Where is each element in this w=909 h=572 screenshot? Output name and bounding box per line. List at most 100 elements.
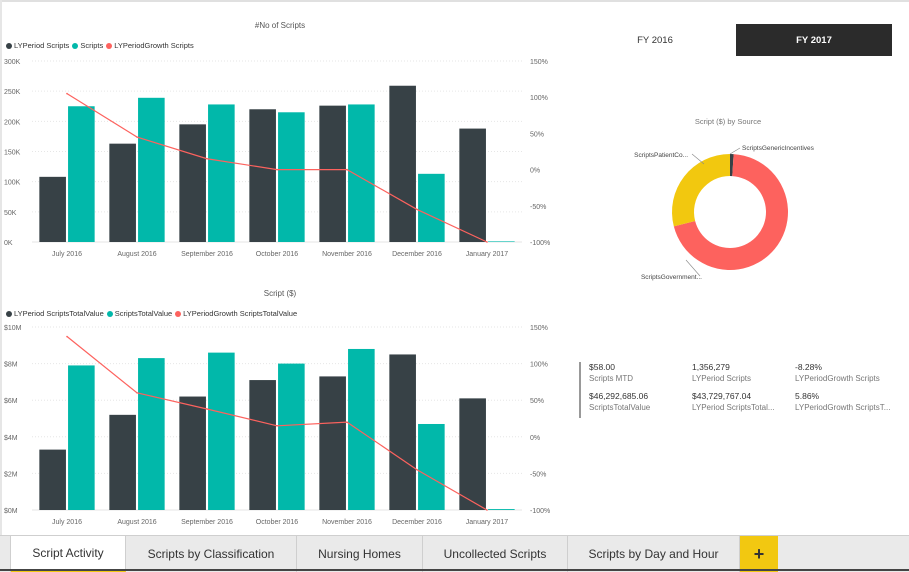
donut-leader-line xyxy=(685,259,701,277)
legend-label: LYPeriodGrowth Scripts xyxy=(114,41,194,50)
bar-current xyxy=(138,97,165,242)
growth-point xyxy=(346,168,348,171)
y2-axis-tick-label: 0% xyxy=(530,435,540,442)
bar-lyperiod xyxy=(389,354,416,510)
y-axis-tick-label: 100K xyxy=(4,180,21,187)
y2-axis-tick-label: -50% xyxy=(530,204,546,211)
legend-dot xyxy=(106,42,113,49)
kpi-label: LYPeriod Scripts xyxy=(692,374,751,383)
bar-current xyxy=(208,104,235,242)
legend-dot xyxy=(106,310,113,317)
growth-point xyxy=(136,136,138,138)
fy2017-button[interactable]: FY 2017 xyxy=(736,24,892,56)
tab-scripts-by-classification[interactable]: Scripts by Classification xyxy=(126,536,297,572)
window-left-border xyxy=(0,0,2,535)
tab-uncollected-scripts[interactable]: Uncollected Scripts xyxy=(423,536,568,572)
chart-title: #No of Scripts xyxy=(255,21,305,30)
kpi-lyperiodgrowth-scripts-total: 5.86% LYPeriodGrowth ScriptsT... xyxy=(795,391,897,413)
kpi-value: $46,292,685.06 xyxy=(589,391,649,401)
legend-dot xyxy=(6,310,12,317)
legend-item[interactable]: LYPeriodGrowth ScriptsTotalValue xyxy=(175,309,297,318)
bar-lyperiod xyxy=(459,398,486,510)
kpi-label: LYPeriodGrowth Scripts xyxy=(795,374,880,383)
tab-scripts-by-day-and-hour[interactable]: Scripts by Day and Hour xyxy=(568,536,740,572)
legend-item[interactable]: LYPeriod Scripts xyxy=(6,41,69,50)
bar-current xyxy=(488,241,515,242)
growth-point xyxy=(276,168,278,171)
x-axis-tick-label: January 2017 xyxy=(466,251,509,258)
kpi-lyperiodgrowth-scripts: -8.28% LYPeriodGrowth Scripts xyxy=(795,362,897,384)
tab-bar-handle xyxy=(0,536,11,572)
scripts-count-legend: LYPeriod Scripts Scripts LYPeriodGrowth … xyxy=(6,41,197,50)
y-axis-tick-label: 250K xyxy=(4,89,21,96)
growth-point xyxy=(276,425,278,427)
script-value-chart[interactable]: Script ($) $0M $2M $4M $6M $8M $10M -100% -50% 0%… xyxy=(0,282,560,532)
y-axis-tick-label: 150K xyxy=(4,150,21,157)
fy2016-button[interactable]: FY 2016 xyxy=(577,24,733,56)
legend-item[interactable]: LYPeriod ScriptsTotalValue xyxy=(6,309,104,318)
kpi-label: LYPeriod ScriptsTotal... xyxy=(692,403,775,412)
donut-leader-line xyxy=(691,153,705,165)
kpi-value: 5.86% xyxy=(795,391,820,401)
x-axis-tick-label: October 2016 xyxy=(256,251,299,258)
y2-axis-tick-label: 150% xyxy=(530,325,548,332)
y2-axis-tick-label: 50% xyxy=(530,398,544,405)
bar-lyperiod xyxy=(109,414,136,510)
legend-label: LYPeriod ScriptsTotalValue xyxy=(14,309,104,318)
add-page-button[interactable]: + xyxy=(740,536,778,572)
bar-lyperiod xyxy=(319,376,346,510)
y2-axis-tick-label: -100% xyxy=(530,508,550,515)
bar-current xyxy=(278,112,305,243)
donut-slice xyxy=(673,154,788,270)
growth-point xyxy=(136,392,138,394)
bar-lyperiod xyxy=(39,449,66,510)
y-axis-tick-label: $10M xyxy=(4,325,22,332)
bar-lyperiod xyxy=(39,176,66,242)
kpi-label: ScriptsTotalValue xyxy=(589,403,651,412)
x-axis-tick-label: November 2016 xyxy=(322,251,372,258)
y-axis-tick-label: $8M xyxy=(4,362,18,369)
kpi-label: Scripts MTD xyxy=(589,374,633,383)
kpi-value: -8.28% xyxy=(795,362,822,372)
kpi-value: $58.00 xyxy=(589,362,615,372)
scripts-count-chart[interactable]: #No of Scripts 0K 50K 100K 150K 200K 250K 300K -… xyxy=(0,0,560,265)
tab-script-activity[interactable]: Script Activity xyxy=(11,536,126,572)
x-axis-tick-label: September 2016 xyxy=(181,519,233,526)
bar-current xyxy=(418,423,445,510)
window-top-border xyxy=(0,0,909,2)
legend-item[interactable]: Scripts xyxy=(72,41,103,50)
y-axis-tick-label: $2M xyxy=(4,471,18,478)
y2-axis-tick-label: -50% xyxy=(530,471,546,478)
kpi-scripts-mtd: $58.00 Scripts MTD xyxy=(589,362,633,384)
tab-nursing-homes[interactable]: Nursing Homes xyxy=(297,536,423,572)
legend-item[interactable]: LYPeriodGrowth Scripts xyxy=(106,41,194,50)
chart-title: Script ($) xyxy=(264,289,297,298)
bar-current xyxy=(348,104,375,242)
x-axis-tick-label: December 2016 xyxy=(392,519,442,526)
y2-axis-tick-label: 0% xyxy=(530,168,540,175)
bar-lyperiod xyxy=(319,105,346,242)
growth-point xyxy=(416,468,418,471)
bar-lyperiod xyxy=(459,128,486,242)
bar-lyperiod xyxy=(179,124,206,242)
x-axis-tick-label: August 2016 xyxy=(117,519,156,526)
legend-dot xyxy=(72,42,79,49)
bar-current xyxy=(348,348,375,510)
x-axis-tick-label: July 2016 xyxy=(52,251,82,258)
growth-point xyxy=(416,208,418,211)
bar-lyperiod xyxy=(109,143,136,242)
growth-point xyxy=(66,92,68,95)
y-axis-tick-label: 200K xyxy=(4,119,21,126)
growth-point xyxy=(66,335,68,338)
y2-axis-tick-label: -100% xyxy=(530,240,550,247)
legend-item[interactable]: ScriptsTotalValue xyxy=(106,309,172,318)
growth-point xyxy=(486,241,488,243)
donut-slice xyxy=(730,154,734,177)
growth-point xyxy=(206,408,208,410)
donut-leader-line xyxy=(729,147,741,155)
script-by-source-donut[interactable]: Script ($) by Source ScriptsGenericIncent… xyxy=(600,110,860,290)
bar-current xyxy=(68,365,95,510)
legend-label: Scripts xyxy=(80,41,104,50)
growth-point xyxy=(346,421,348,423)
growth-point xyxy=(206,157,208,160)
